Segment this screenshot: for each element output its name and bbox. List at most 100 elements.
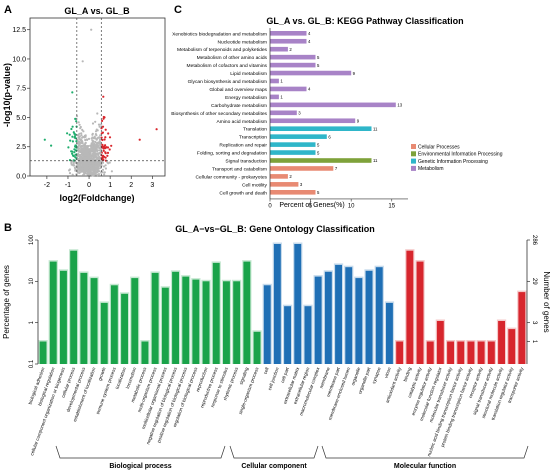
volcano-point bbox=[103, 138, 106, 141]
kegg-bar bbox=[270, 86, 307, 92]
volcano-point bbox=[84, 168, 88, 172]
go-bar bbox=[396, 341, 404, 364]
volcano-point bbox=[104, 164, 107, 167]
volcano-point bbox=[96, 129, 99, 132]
volcano-point bbox=[85, 158, 88, 161]
volcano-xlabel: log2(Foldchange) bbox=[60, 193, 135, 203]
volcano-point bbox=[96, 146, 99, 149]
volcano-point bbox=[102, 165, 106, 168]
go-bar bbox=[467, 341, 475, 364]
volcano-point bbox=[93, 162, 97, 165]
volcano-point bbox=[71, 154, 75, 157]
volcano-point bbox=[76, 153, 79, 156]
volcano-point bbox=[85, 147, 89, 150]
volcano-point bbox=[78, 137, 81, 141]
volcano-point bbox=[85, 150, 88, 153]
volcano-point bbox=[72, 131, 75, 134]
volcano-point bbox=[96, 152, 99, 155]
volcano-point bbox=[68, 133, 71, 136]
volcano-point bbox=[78, 123, 81, 126]
go-bar bbox=[161, 287, 169, 364]
kegg-bar bbox=[270, 182, 299, 187]
go-axes: 100 10 1 0.1 286 29 3 1 bbox=[29, 234, 537, 368]
volcano-point bbox=[103, 173, 106, 176]
kegg-bar bbox=[270, 62, 316, 68]
volcano-title: GL_A vs. GL_B bbox=[64, 6, 130, 16]
volcano-point bbox=[98, 146, 101, 149]
go-bar bbox=[436, 321, 444, 364]
panel-b-label: B bbox=[4, 222, 12, 234]
volcano-point bbox=[90, 167, 93, 170]
kegg-category-label: Metabolism of terpenoids and polyketides bbox=[177, 47, 268, 53]
go-group-bracket bbox=[229, 445, 319, 459]
volcano-point bbox=[83, 156, 87, 159]
go-bar bbox=[49, 261, 57, 364]
volcano-point bbox=[77, 121, 80, 124]
go-bar bbox=[70, 250, 78, 364]
kegg-legend-swatch bbox=[411, 158, 416, 164]
volcano-point bbox=[50, 144, 53, 147]
go-right-tick-label: 29 bbox=[531, 278, 537, 285]
volcano-threshold-lines bbox=[30, 18, 165, 176]
volcano-point bbox=[93, 152, 96, 156]
kegg-xlabel: Percent of Genes(%) bbox=[279, 202, 344, 209]
kegg-category-label: Replication and repair bbox=[219, 143, 267, 149]
volcano-point bbox=[96, 149, 99, 152]
volcano-point bbox=[95, 170, 98, 173]
kegg-legend-swatch bbox=[411, 144, 416, 149]
volcano-point bbox=[83, 136, 86, 139]
volcano-point bbox=[100, 171, 103, 174]
volcano-point bbox=[89, 172, 92, 175]
volcano-point bbox=[90, 145, 93, 148]
kegg-bar bbox=[270, 166, 334, 171]
kegg-xtick-label: 10 bbox=[348, 203, 355, 209]
go-group-label: Cellular component bbox=[241, 463, 307, 470]
kegg-bar-count: 5 bbox=[317, 150, 320, 155]
go-bar bbox=[223, 281, 230, 364]
volcano-point bbox=[104, 136, 107, 139]
volcano-point bbox=[106, 154, 109, 157]
volcano-point bbox=[88, 165, 91, 169]
volcano-point bbox=[94, 133, 97, 136]
kegg-bar bbox=[270, 38, 307, 44]
volcano-point bbox=[74, 117, 77, 120]
volcano-xtick-label: -2 bbox=[44, 182, 50, 189]
volcano-point bbox=[81, 128, 84, 131]
volcano-point bbox=[68, 169, 71, 172]
volcano-point bbox=[101, 125, 105, 128]
go-category-label: virion bbox=[383, 366, 392, 378]
volcano-point bbox=[78, 132, 81, 135]
panel-c-label: C bbox=[174, 4, 182, 16]
go-bar bbox=[426, 341, 434, 364]
go-bar bbox=[253, 331, 261, 364]
volcano-point bbox=[79, 139, 82, 142]
volcano-point bbox=[91, 133, 94, 136]
volcano-point bbox=[83, 151, 86, 154]
go-right-tick-label: 1 bbox=[531, 340, 537, 344]
volcano-point bbox=[94, 141, 97, 144]
volcano-point bbox=[81, 167, 85, 170]
kegg-category-label: Carbohydrate metabolism bbox=[211, 103, 267, 109]
kegg-panel: C GL_A vs. GL_B: KEGG Pathway Classifica… bbox=[171, 4, 502, 209]
volcano-point bbox=[81, 142, 84, 145]
go-bar bbox=[447, 341, 454, 364]
volcano-point bbox=[79, 141, 82, 144]
volcano-point bbox=[106, 161, 109, 164]
volcano-point bbox=[77, 136, 80, 139]
volcano-point bbox=[80, 160, 83, 164]
go-panel: B GL_A−vs−GL_B: Gene Ontology Classifica… bbox=[2, 222, 550, 470]
volcano-point bbox=[94, 130, 98, 133]
go-bar bbox=[498, 321, 505, 364]
kegg-bar bbox=[270, 142, 316, 147]
volcano-point bbox=[87, 158, 90, 161]
volcano-point bbox=[78, 169, 81, 172]
volcano-point bbox=[96, 112, 99, 115]
volcano-point bbox=[71, 152, 74, 155]
kegg-bar-count: 5 bbox=[317, 55, 320, 60]
go-bar bbox=[273, 244, 281, 364]
volcano-point bbox=[104, 152, 107, 155]
volcano-point bbox=[71, 135, 74, 138]
volcano-point bbox=[97, 158, 100, 161]
volcano-point bbox=[92, 171, 95, 174]
